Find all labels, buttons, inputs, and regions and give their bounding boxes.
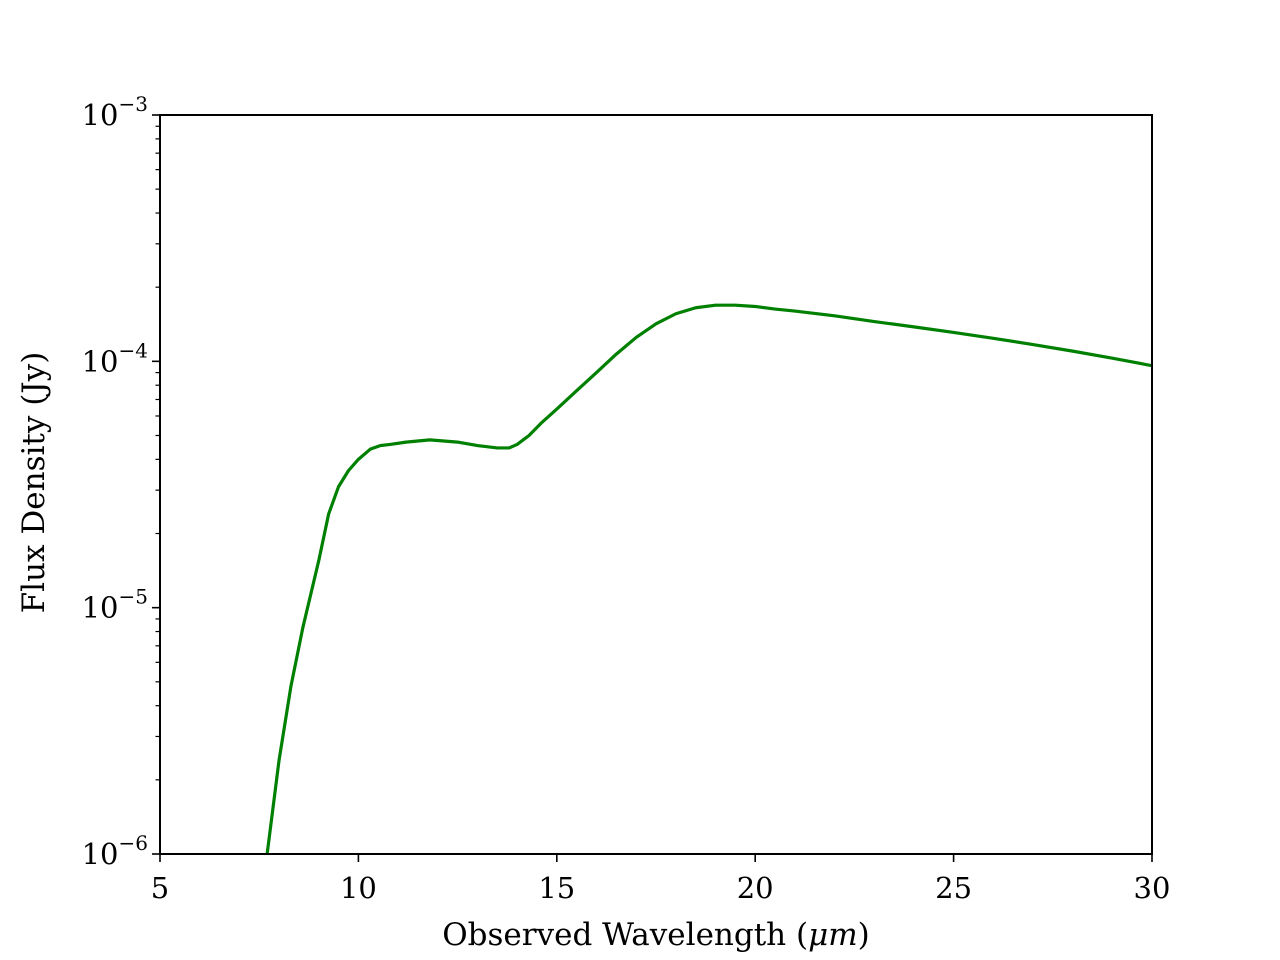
x-tick-label: 25 <box>935 871 972 905</box>
y-tick-label: 10−3 <box>82 92 148 132</box>
x-tick-label: 5 <box>151 871 169 905</box>
y-tick-label: 10−4 <box>82 338 148 378</box>
y-axis-label: Flux Density (Jy) <box>16 352 52 614</box>
x-tick-label: 30 <box>1134 871 1171 905</box>
y-tick-label: 10−6 <box>82 831 148 871</box>
series-line-0 <box>265 303 1152 854</box>
ticks-layer: 5 10 15 20 25 30 10−6 10−5 10−4 10−3 <box>82 92 1171 905</box>
x-tick-label: 10 <box>340 871 377 905</box>
x-tick-label: 15 <box>538 871 575 905</box>
y-tick-label: 10−5 <box>82 585 148 625</box>
plot-layer <box>265 303 1152 854</box>
x-tick-label: 20 <box>737 871 774 905</box>
plot-frame <box>159 114 1153 855</box>
x-axis-label: Observed Wavelength (μm) <box>442 917 870 953</box>
